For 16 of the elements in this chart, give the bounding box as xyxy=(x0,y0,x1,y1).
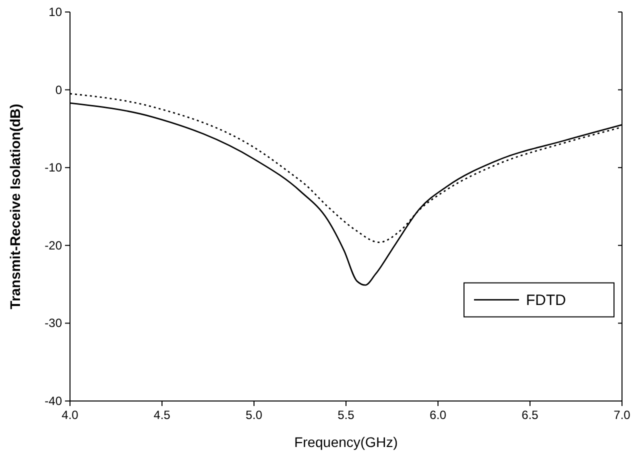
x-tick-label: 6.5 xyxy=(522,408,539,422)
y-tick-label: 10 xyxy=(48,5,62,19)
x-axis-title: Frequency(GHz) xyxy=(294,434,398,450)
x-tick-label: 6.0 xyxy=(430,408,447,422)
y-tick-label: -30 xyxy=(44,316,62,330)
y-axis-title: Transmit-Receive Isolation(dB) xyxy=(7,104,23,310)
x-tick-label: 4.5 xyxy=(154,408,171,422)
x-tick-label: 4.0 xyxy=(62,408,79,422)
x-tick-label: 5.0 xyxy=(246,408,263,422)
y-tick-label: -20 xyxy=(44,238,62,252)
legend-label: FDTD xyxy=(526,292,566,309)
x-tick-label: 5.5 xyxy=(338,408,355,422)
x-tick-label: 7.0 xyxy=(614,408,631,422)
y-tick-label: -10 xyxy=(44,160,62,175)
y-tick-label: 0 xyxy=(55,82,62,97)
y-tick-label: -40 xyxy=(44,394,62,408)
